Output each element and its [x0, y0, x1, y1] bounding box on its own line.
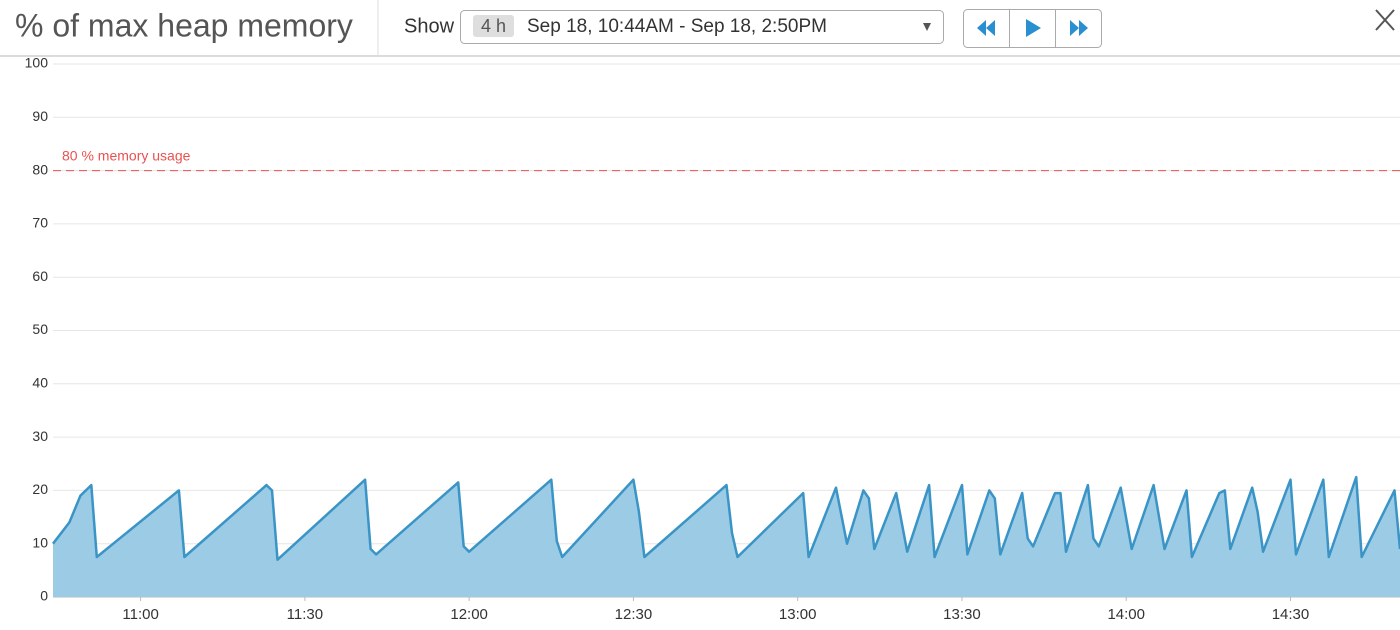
x-tick-label: 11:30 [287, 606, 323, 623]
y-tick-label: 50 [32, 321, 48, 337]
play-icon [1026, 19, 1041, 37]
x-tick-label: 14:00 [1107, 606, 1145, 623]
x-tick-label: 13:30 [943, 606, 981, 623]
threshold-label: 80 % memory usage [62, 147, 191, 163]
rewind-button[interactable] [964, 10, 1009, 47]
plot-area: 0 10 20 30 40 50 60 70 80 90 100 11:00 11:30 12:00 12:… [25, 55, 1400, 623]
x-tick-label: 11:00 [122, 606, 158, 623]
show-label: Show [404, 15, 455, 37]
close-icon [1375, 9, 1395, 31]
x-tick-label: 12:30 [615, 606, 653, 623]
y-tick-label: 10 [32, 534, 48, 550]
y-tick-label: 40 [32, 375, 48, 391]
y-tick-label: 20 [32, 481, 48, 497]
forward-icon [1079, 20, 1088, 36]
x-tick-label: 12:00 [450, 606, 488, 623]
panel-title: % of max heap memory [15, 7, 353, 43]
forward-button[interactable] [1056, 10, 1101, 47]
area-fill [53, 477, 1400, 597]
y-tick-label: 30 [32, 428, 48, 444]
x-tick-label: 14:30 [1272, 606, 1310, 623]
y-tick-label: 80 [32, 161, 48, 177]
rewind-icon [986, 20, 995, 36]
range-text: Sep 18, 10:44AM - Sep 18, 2:50PM [527, 16, 827, 37]
dropdown-arrow [923, 23, 931, 31]
y-tick-label: 90 [32, 108, 48, 124]
y-tick-label: 60 [32, 268, 48, 284]
range-badge: 4 h [481, 16, 506, 36]
y-tick-label: 70 [32, 215, 48, 231]
y-tick-label: 100 [25, 55, 49, 71]
x-tick-label: 13:00 [779, 606, 817, 623]
range-badge-bg [473, 15, 514, 37]
close-button[interactable] [1375, 9, 1395, 31]
rewind-icon [977, 20, 986, 36]
series-line [52, 475, 1400, 561]
time-range-dropdown[interactable] [460, 10, 944, 44]
forward-icon [1070, 20, 1079, 36]
y-tick-label: 0 [40, 588, 48, 604]
